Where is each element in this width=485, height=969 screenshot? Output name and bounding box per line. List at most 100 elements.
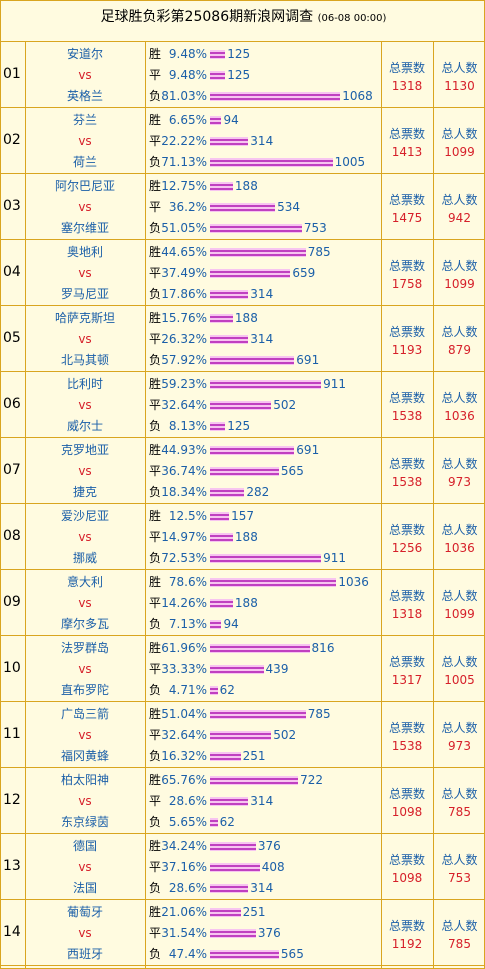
people-label: 总人数 bbox=[441, 457, 478, 471]
home-team: 柏太阳神 bbox=[60, 773, 109, 787]
percent: 78.6% bbox=[168, 575, 207, 589]
bar bbox=[210, 467, 279, 476]
away-team: 法国 bbox=[72, 881, 97, 895]
count: 314 bbox=[250, 881, 274, 895]
divider bbox=[1, 503, 484, 504]
divider bbox=[1, 635, 484, 636]
outcome-label: 平 bbox=[149, 728, 162, 742]
home-team: 安道尔 bbox=[66, 47, 103, 61]
votes-label: 总票数 bbox=[388, 127, 425, 141]
percent: 4.71% bbox=[168, 683, 207, 697]
vs: vs bbox=[78, 266, 92, 280]
outcome-label: 平 bbox=[149, 200, 162, 214]
divider bbox=[1, 569, 484, 570]
count: 1068 bbox=[342, 89, 373, 103]
bar bbox=[210, 422, 226, 431]
people: 973 bbox=[448, 475, 471, 489]
votes: 1192 bbox=[391, 937, 423, 951]
bar bbox=[210, 599, 233, 608]
title-row: 足球胜负彩第25086期新浪网调查 (06-08 00:00) bbox=[1, 8, 484, 28]
divider bbox=[381, 41, 382, 968]
percent: 32.64% bbox=[161, 728, 207, 742]
outcome-label: 平 bbox=[149, 266, 162, 280]
count: 911 bbox=[323, 377, 347, 391]
outcome-label: 平 bbox=[149, 134, 162, 148]
bar bbox=[210, 731, 272, 740]
vs: vs bbox=[78, 68, 92, 82]
home-team: 哈萨克斯坦 bbox=[54, 311, 115, 325]
bar bbox=[210, 314, 233, 323]
count: 62 bbox=[219, 815, 235, 829]
people: 1099 bbox=[444, 145, 475, 159]
outcome-label: 平 bbox=[149, 332, 162, 346]
bar bbox=[210, 335, 249, 344]
votes: 1538 bbox=[391, 409, 423, 423]
percent: 16.32% bbox=[161, 749, 207, 763]
people-label: 总人数 bbox=[441, 919, 478, 933]
outcome-label: 平 bbox=[149, 398, 162, 412]
bar bbox=[210, 269, 291, 278]
home-team: 比利时 bbox=[66, 377, 103, 391]
count: 94 bbox=[223, 617, 239, 631]
votes: 1318 bbox=[391, 79, 423, 93]
vs: vs bbox=[78, 464, 92, 478]
percent: 61.96% bbox=[161, 641, 207, 655]
divider bbox=[1, 173, 484, 174]
percent: 32.64% bbox=[161, 398, 207, 412]
row-number: 10 bbox=[3, 660, 21, 676]
bar bbox=[210, 908, 241, 917]
outcome-label: 平 bbox=[149, 68, 162, 82]
bar bbox=[210, 203, 276, 212]
count: 376 bbox=[257, 839, 281, 853]
outcome-label: 胜 bbox=[149, 773, 162, 787]
count: 188 bbox=[234, 596, 258, 610]
percent: 59.23% bbox=[161, 377, 207, 391]
percent: 22.22% bbox=[161, 134, 207, 148]
bar bbox=[210, 137, 249, 146]
count: 251 bbox=[242, 905, 266, 919]
row-number: 14 bbox=[3, 924, 21, 940]
bar bbox=[210, 752, 241, 761]
count: 314 bbox=[250, 134, 274, 148]
away-team: 东京绿茵 bbox=[60, 815, 109, 829]
count: 439 bbox=[265, 662, 289, 676]
votes-label: 总票数 bbox=[388, 523, 425, 537]
votes: 1193 bbox=[391, 343, 423, 357]
bar bbox=[210, 50, 226, 59]
vs: vs bbox=[78, 728, 92, 742]
people: 1099 bbox=[444, 277, 475, 291]
votes-label: 总票数 bbox=[388, 589, 425, 603]
percent: 14.26% bbox=[161, 596, 207, 610]
percent: 12.5% bbox=[168, 509, 207, 523]
outcome-label: 负 bbox=[149, 287, 162, 301]
bar bbox=[210, 710, 306, 719]
people-label: 总人数 bbox=[441, 589, 478, 603]
count: 125 bbox=[227, 68, 251, 82]
percent: 37.16% bbox=[161, 860, 207, 874]
percent: 21.06% bbox=[161, 905, 207, 919]
outcome-label: 平 bbox=[149, 464, 162, 478]
away-team: 罗马尼亚 bbox=[60, 287, 109, 301]
percent: 12.75% bbox=[161, 179, 207, 193]
bar bbox=[210, 488, 245, 497]
votes-label: 总票数 bbox=[388, 787, 425, 801]
votes: 1413 bbox=[391, 145, 423, 159]
divider bbox=[1, 965, 484, 966]
count: 534 bbox=[277, 200, 301, 214]
people-label: 总人数 bbox=[441, 127, 478, 141]
count: 722 bbox=[300, 773, 323, 787]
votes: 1318 bbox=[391, 607, 423, 621]
percent: 17.86% bbox=[161, 287, 207, 301]
bar bbox=[210, 380, 322, 389]
outcome-label: 胜 bbox=[149, 47, 162, 61]
divider bbox=[1, 833, 484, 834]
votes: 1317 bbox=[391, 673, 423, 687]
percent: 28.6% bbox=[168, 881, 207, 895]
outcome-label: 负 bbox=[149, 419, 162, 433]
count: 251 bbox=[242, 749, 266, 763]
bar bbox=[210, 290, 249, 299]
people-label: 总人数 bbox=[441, 193, 478, 207]
count: 691 bbox=[296, 353, 320, 367]
outcome-label: 胜 bbox=[149, 905, 162, 919]
count: 408 bbox=[261, 860, 285, 874]
